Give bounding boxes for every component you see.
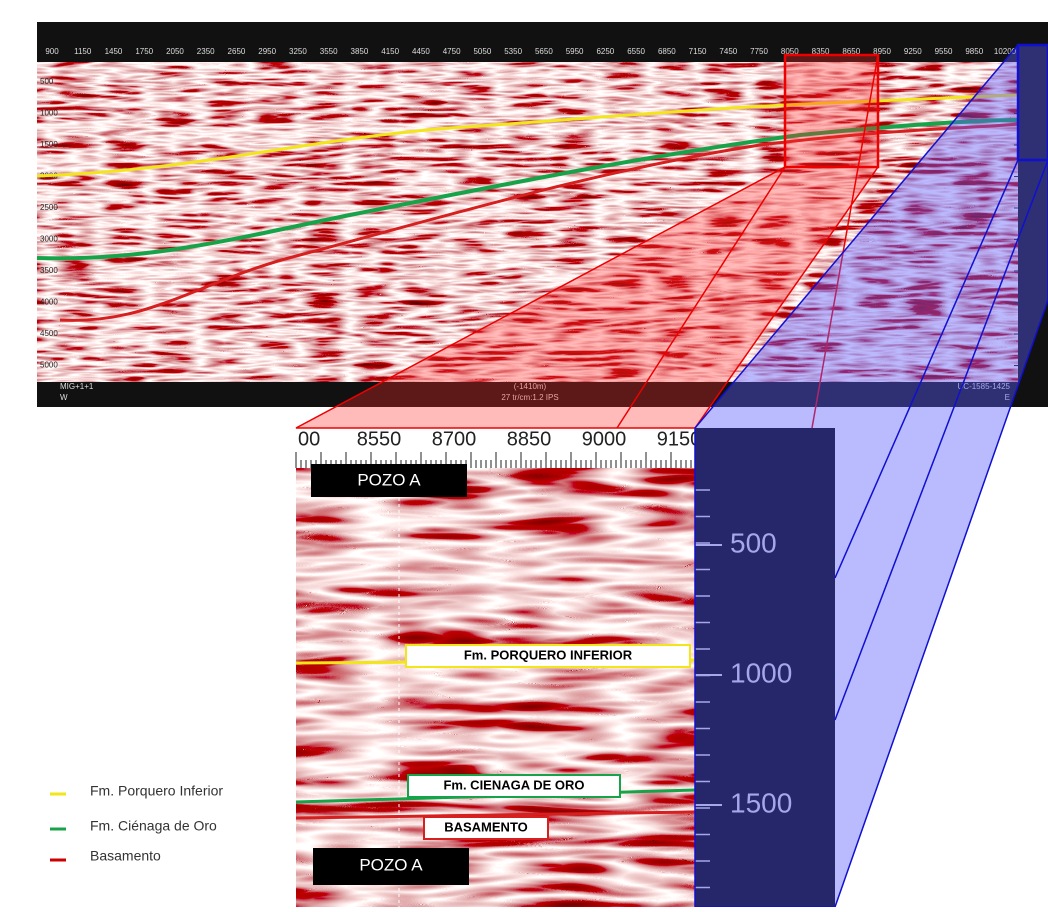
x-tick-label: 00 — [298, 428, 320, 450]
x-tick-label: 6850 — [658, 47, 676, 56]
y-tick-label: 3000 — [40, 235, 58, 244]
x-tick-label: 2050 — [166, 47, 184, 56]
x-tick-label: 3850 — [351, 47, 369, 56]
x-tick-label: 3250 — [289, 47, 307, 56]
horizon-label: Fm. CIENAGA DE ORO — [443, 777, 584, 792]
x-tick-label: 9550 — [935, 47, 953, 56]
x-tick-label: 1150 — [74, 47, 92, 56]
x-tick-label: 5650 — [535, 47, 553, 56]
x-tick-label: 900 — [45, 47, 59, 56]
page: 900 1150 1450 1750 2050 2350 2650 2950 3250 3550 3… — [0, 0, 1048, 907]
y-tick-label: 500 — [40, 77, 54, 86]
legend-label: Fm. Porquero Inferior — [90, 783, 223, 799]
x-tick-label: 3550 — [320, 47, 338, 56]
x-tick-label: 9000 — [582, 428, 627, 450]
x-tick-label: 6550 — [627, 47, 645, 56]
x-tick-label: 5350 — [504, 47, 522, 56]
y-tick-label: 5000 — [40, 361, 58, 370]
x-tick-label: 5050 — [473, 47, 491, 56]
x-tick-label: 1750 — [135, 47, 153, 56]
x-tick-label: 8850 — [507, 428, 552, 450]
legend-label: Basamento — [90, 848, 161, 864]
x-tick-label: 7150 — [689, 47, 707, 56]
horizon-label: BASAMENTO — [444, 819, 528, 834]
x-tick-label: 4150 — [381, 47, 399, 56]
x-tick-label: 8550 — [357, 428, 402, 450]
x-tick-label: 6250 — [596, 47, 614, 56]
y-tick-label: 1000 — [40, 109, 58, 118]
y-tick-label: 3500 — [40, 266, 58, 275]
x-tick-label: 5950 — [566, 47, 584, 56]
y-tick-label: 4000 — [40, 298, 58, 307]
y-tick-label: 2500 — [40, 203, 58, 212]
x-tick-label: 1450 — [105, 47, 123, 56]
x-tick-label: 7750 — [750, 47, 768, 56]
x-tick-label: 4750 — [443, 47, 461, 56]
x-tick-label: 9850 — [965, 47, 983, 56]
legend-label: Fm. Ciénaga de Oro — [90, 818, 217, 834]
x-tick-label: 7450 — [719, 47, 737, 56]
x-tick-label: 9250 — [904, 47, 922, 56]
horizon-label: Fm. PORQUERO INFERIOR — [464, 647, 633, 662]
x-tick-label: 2650 — [228, 47, 246, 56]
x-tick-label: 2350 — [197, 47, 215, 56]
footer-text: MIG+1+1 — [60, 382, 94, 391]
footer-text: W — [60, 393, 68, 402]
well-label: POZO A — [359, 855, 423, 874]
x-tick-label: 2950 — [258, 47, 276, 56]
y-tick-label: 4500 — [40, 329, 58, 338]
well-label: POZO A — [357, 470, 421, 489]
x-tick-label: 8700 — [432, 428, 477, 450]
y-tick-label: 1500 — [40, 140, 58, 149]
x-tick-label: 4450 — [412, 47, 430, 56]
